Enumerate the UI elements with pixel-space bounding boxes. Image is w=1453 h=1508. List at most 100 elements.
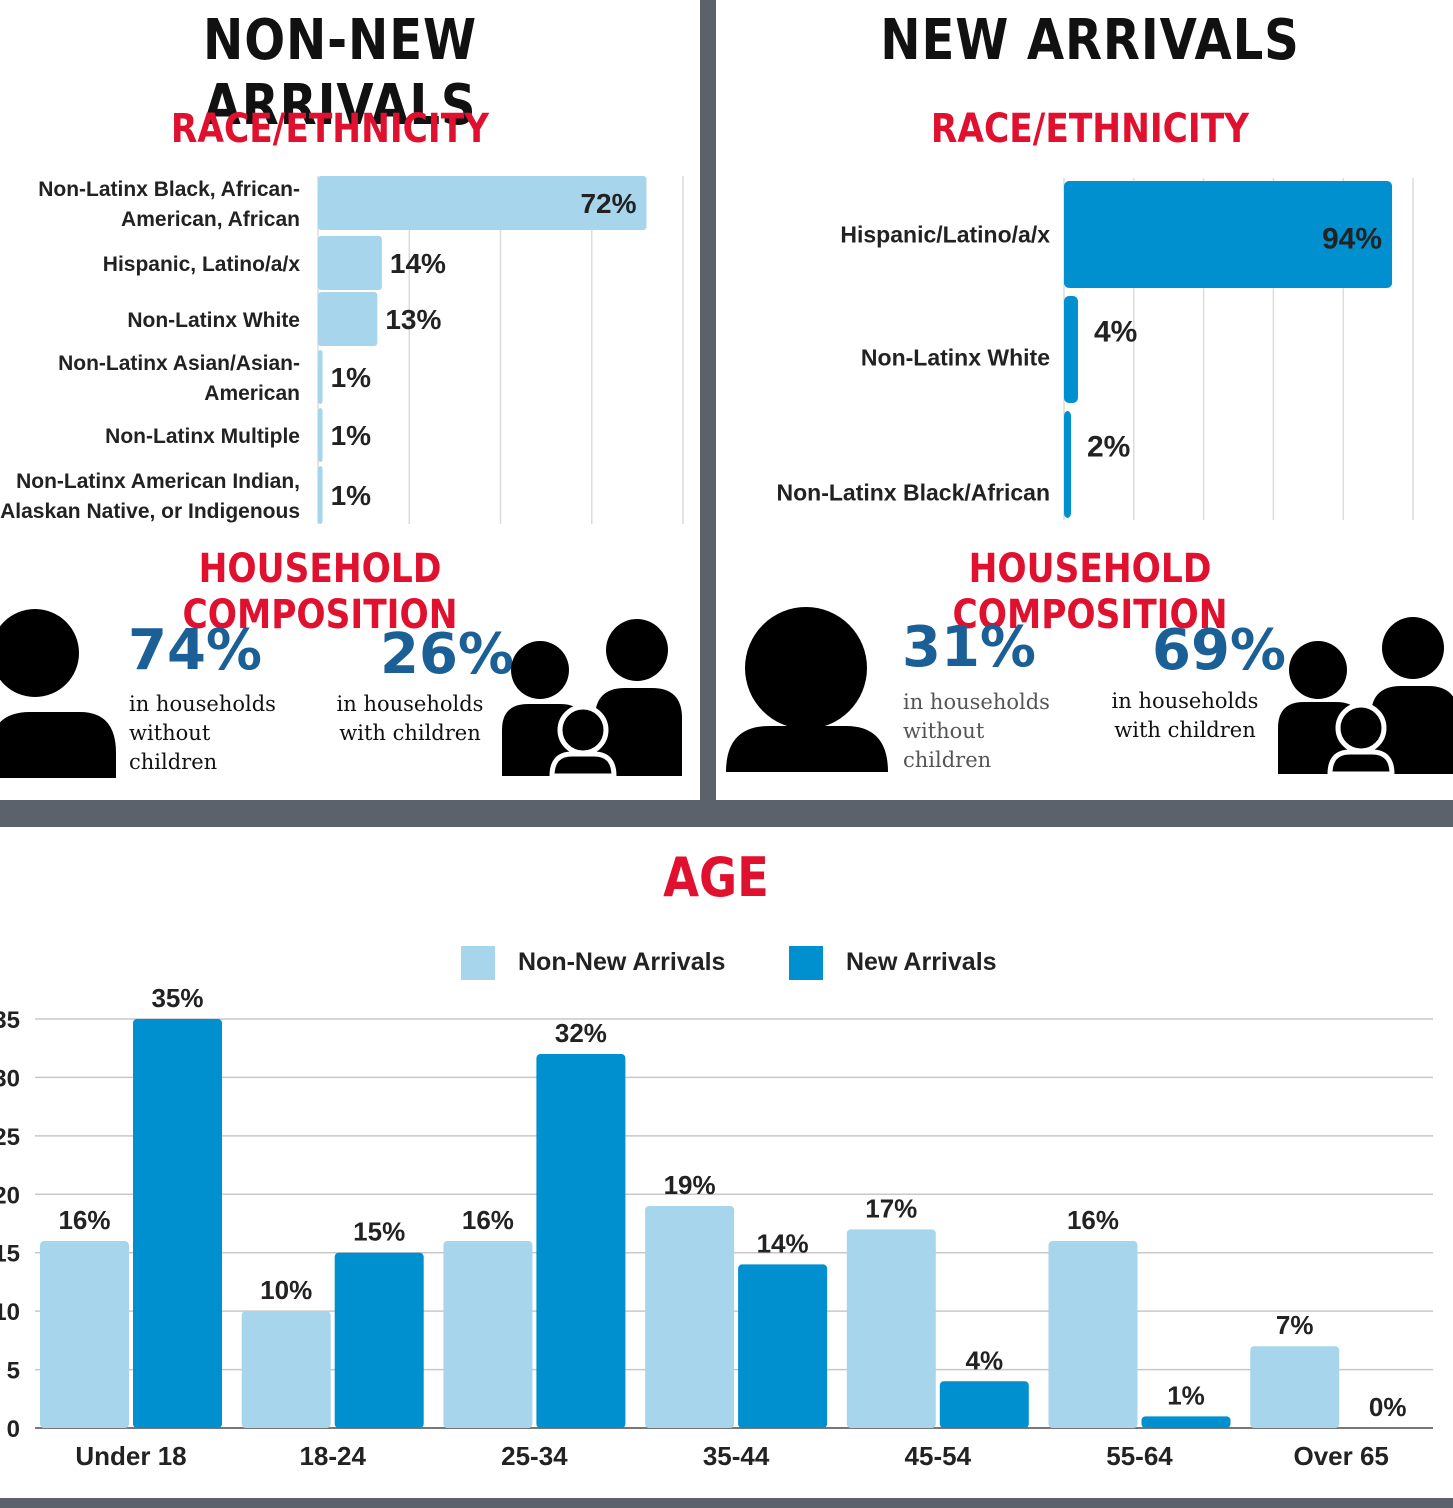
bar xyxy=(318,292,378,346)
bar xyxy=(1250,1346,1340,1428)
bar xyxy=(846,1229,936,1428)
value-label: 94% xyxy=(1322,223,1382,256)
bar xyxy=(1141,1416,1231,1428)
bar xyxy=(318,236,382,290)
bar xyxy=(738,1264,828,1428)
value-label: 14% xyxy=(390,248,446,279)
category-label: Non-Latinx Black, African- xyxy=(38,178,300,201)
data-label: 4% xyxy=(966,1345,1004,1375)
category-label: Non-Latinx Multiple xyxy=(105,425,300,448)
text-line: in households xyxy=(1111,689,1259,713)
left-race-title: RACE/ETHNICITY xyxy=(170,106,490,152)
y-tick-label: 35 xyxy=(0,1007,20,1034)
left-with-children-text: in households with children xyxy=(330,690,490,748)
category-label: Hispanic, Latino/a/x xyxy=(103,253,301,276)
data-label: 19% xyxy=(664,1170,716,1200)
x-tick-label: 25-34 xyxy=(501,1441,568,1471)
left-race-chart: Non-Latinx Black, African- American, Afri… xyxy=(0,176,684,524)
y-tick-label: 25 xyxy=(0,1124,20,1151)
x-tick-label: Over 65 xyxy=(1293,1441,1388,1471)
text-line: without xyxy=(129,721,211,745)
age-chart: 0 5 10 15 20 25 30 35 16% 35% Under 18 10% 15% 18-24 1… xyxy=(0,983,1433,1471)
right-panel-title: NEW ARRIVALS xyxy=(880,8,1300,73)
bar xyxy=(40,1241,129,1428)
age-title: AGE xyxy=(663,846,769,909)
value-label: 4% xyxy=(1094,316,1137,349)
left-household-title: HOUSEHOLD COMPOSITION xyxy=(182,546,458,638)
value-label: 1% xyxy=(331,362,372,393)
right-without-children-text: in households without children xyxy=(903,688,1050,775)
bar xyxy=(318,408,323,462)
value-label: 1% xyxy=(331,480,372,511)
y-tick-label: 5 xyxy=(7,1358,20,1385)
bottom-divider xyxy=(0,1498,1453,1508)
text-line: without xyxy=(903,719,985,743)
data-label: 15% xyxy=(353,1217,405,1247)
bar xyxy=(645,1205,735,1428)
bar xyxy=(939,1381,1029,1428)
right-household-title: HOUSEHOLD COMPOSITION xyxy=(952,546,1228,638)
right-race-chart: Hispanic/Latino/a/x 94% Non-Latinx White 4%… xyxy=(777,178,1414,520)
category-label: Alaskan Native, or Indigenous xyxy=(0,500,300,523)
right-with-children-percent: 69% xyxy=(1152,618,1287,683)
value-label: 13% xyxy=(385,304,441,335)
text-line: children xyxy=(903,748,992,772)
bar xyxy=(1048,1241,1138,1428)
data-label: 0% xyxy=(1369,1392,1407,1422)
category-label: American xyxy=(204,382,300,405)
right-without-children-percent: 31% xyxy=(902,615,1037,680)
data-label: 35% xyxy=(151,983,203,1013)
x-tick-label: 35-44 xyxy=(703,1441,770,1471)
category-label: Hispanic/Latino/a/x xyxy=(840,222,1050,248)
data-label: 32% xyxy=(555,1018,607,1048)
right-race-title: RACE/ETHNICITY xyxy=(930,106,1250,152)
bar xyxy=(133,1019,222,1428)
data-label: 16% xyxy=(462,1205,514,1235)
bar xyxy=(318,466,323,524)
text-line: children xyxy=(129,750,218,774)
bar xyxy=(536,1054,626,1428)
data-label: 7% xyxy=(1276,1310,1314,1340)
data-label: 16% xyxy=(1067,1205,1119,1235)
single-person-icon xyxy=(726,607,888,772)
category-label: Non-Latinx White xyxy=(861,345,1050,371)
family-icon xyxy=(1278,617,1453,774)
text-line: in households xyxy=(336,692,484,716)
data-label: 14% xyxy=(757,1228,809,1258)
category-label: Non-Latinx Black/African xyxy=(777,480,1051,506)
bar xyxy=(318,350,323,404)
legend-label-new: New Arrivals xyxy=(846,948,997,976)
bar xyxy=(318,176,647,230)
y-tick-label: 30 xyxy=(0,1065,20,1092)
data-label: 1% xyxy=(1167,1380,1205,1410)
data-label: 10% xyxy=(260,1275,312,1305)
left-panel-title: NON-NEW ARRIVALS xyxy=(203,8,477,138)
data-label: 16% xyxy=(58,1205,110,1235)
y-tick-label: 10 xyxy=(0,1299,20,1326)
x-tick-label: Under 18 xyxy=(75,1441,186,1471)
value-label: 1% xyxy=(331,420,372,451)
text-line: with children xyxy=(1114,718,1256,742)
text-line: in households xyxy=(903,690,1050,714)
category-label: Non-Latinx White xyxy=(127,309,300,332)
x-tick-label: 55-64 xyxy=(1106,1441,1173,1471)
left-without-children-percent: 74% xyxy=(128,618,263,683)
bar xyxy=(443,1241,533,1428)
single-person-icon xyxy=(0,609,116,778)
bar xyxy=(241,1311,331,1428)
vertical-divider xyxy=(700,0,716,800)
value-label: 2% xyxy=(1087,431,1130,464)
legend-label-non-new: Non-New Arrivals xyxy=(518,948,726,976)
category-label: Non-Latinx American Indian, xyxy=(16,470,300,493)
legend-swatch-new xyxy=(789,946,823,980)
category-label: Non-Latinx Asian/Asian- xyxy=(58,352,300,375)
text-line: with children xyxy=(339,721,481,745)
y-tick-label: 0 xyxy=(7,1416,20,1443)
y-tick-label: 20 xyxy=(0,1182,20,1209)
x-tick-label: 18-24 xyxy=(299,1441,366,1471)
right-with-children-text: in households with children xyxy=(1100,687,1270,745)
data-label: 17% xyxy=(865,1193,917,1223)
left-without-children-text: in households without children xyxy=(129,690,276,777)
bar xyxy=(1064,411,1071,518)
legend-swatch-non-new xyxy=(461,946,495,980)
